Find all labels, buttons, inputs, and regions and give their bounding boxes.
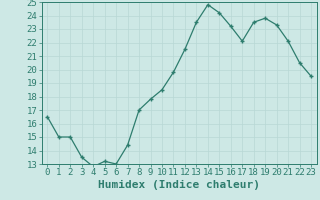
X-axis label: Humidex (Indice chaleur): Humidex (Indice chaleur) xyxy=(98,180,260,190)
